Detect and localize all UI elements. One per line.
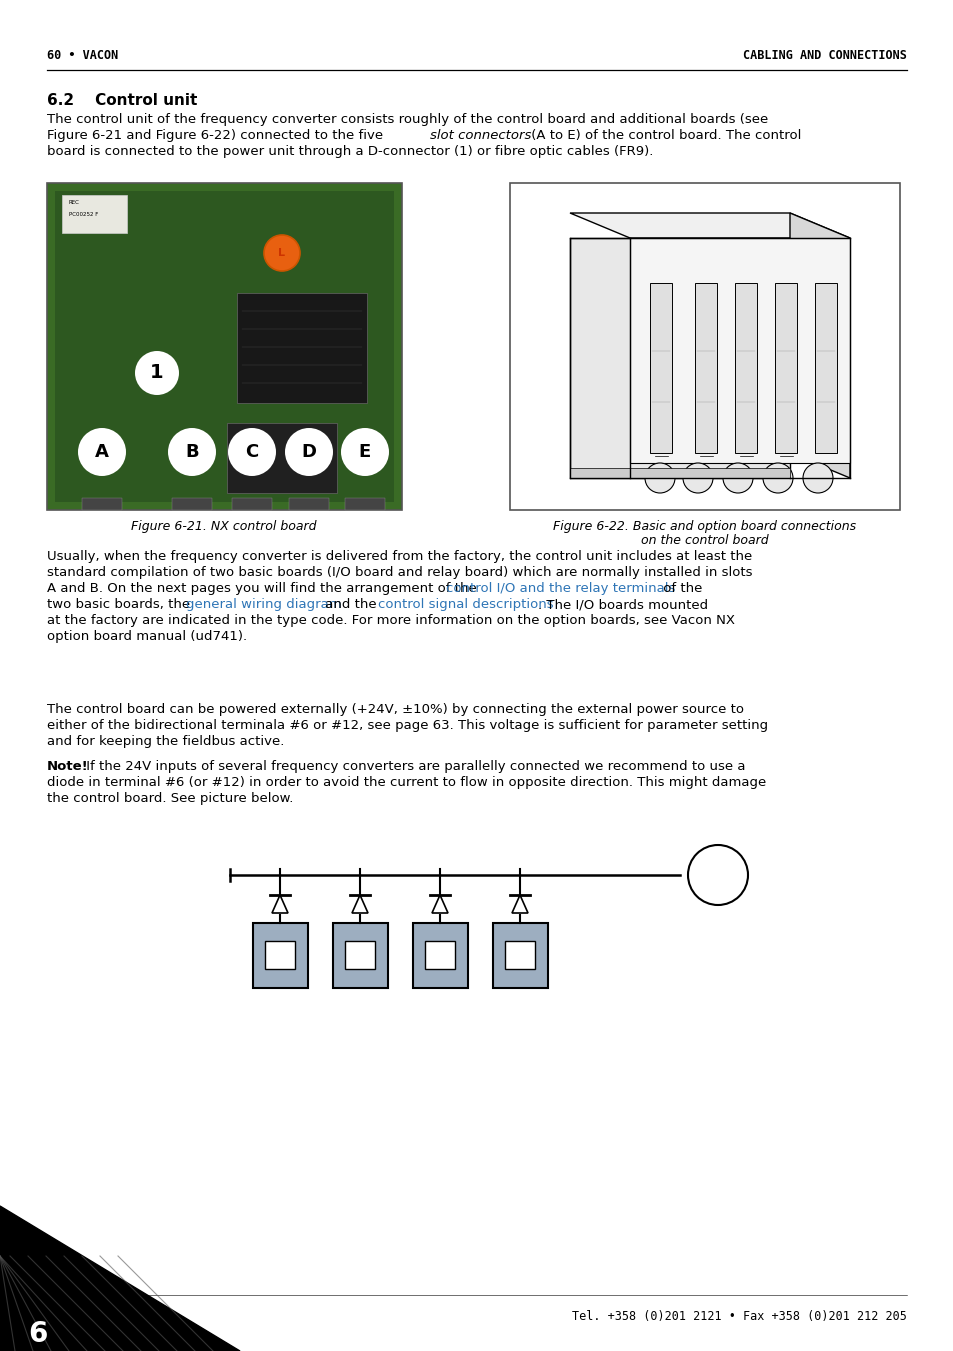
Bar [695, 282, 717, 453]
Text: and the: and the [320, 598, 380, 611]
Text: and for keeping the fieldbus active.: and for keeping the fieldbus active. [47, 735, 284, 748]
Bar [47, 182, 401, 509]
Circle shape [687, 844, 747, 905]
Text: . The I/O boards mounted: . The I/O boards mounted [537, 598, 707, 611]
Text: general wiring diagram: general wiring diagram [186, 598, 341, 611]
Bar [734, 282, 757, 453]
Bar [232, 499, 272, 509]
Text: Note!: Note! [47, 761, 89, 773]
Text: 6: 6 [28, 1320, 48, 1348]
Text: (A to E) of the control board. The control: (A to E) of the control board. The contr… [526, 128, 801, 142]
Text: 60 • VACON: 60 • VACON [47, 49, 118, 62]
Text: standard compilation of two basic boards (I/O board and relay board) which are n: standard compilation of two basic boards… [47, 566, 752, 580]
Text: option board manual (ud741).: option board manual (ud741). [47, 630, 247, 643]
Bar [236, 293, 367, 403]
Bar [345, 499, 385, 509]
Polygon shape [0, 1206, 240, 1351]
Text: L: L [278, 249, 285, 258]
Text: Tel. +358 (0)201 2121 • Fax +358 (0)201 212 205: Tel. +358 (0)201 2121 • Fax +358 (0)201 … [572, 1310, 906, 1323]
Polygon shape [569, 238, 789, 478]
Text: either of the bidirectional terminala #6 or #12, see page 63. This voltage is su: either of the bidirectional terminala #6… [47, 719, 767, 732]
Bar [504, 942, 535, 969]
Bar [62, 195, 127, 232]
Bar [82, 499, 122, 509]
Text: PC00252 F: PC00252 F [69, 212, 98, 218]
Bar [265, 942, 294, 969]
Bar [345, 942, 375, 969]
Circle shape [340, 428, 389, 476]
Text: Usually, when the frequency converter is delivered from the factory, the control: Usually, when the frequency converter is… [47, 550, 752, 563]
Text: diode in terminal #6 (or #12) in order to avoid the current to flow in opposite : diode in terminal #6 (or #12) in order t… [47, 775, 765, 789]
Text: The control board can be powered externally (+24V, ±10%) by connecting the exter: The control board can be powered externa… [47, 703, 743, 716]
Text: board is connected to the power unit through a D-connector (1) or fibre optic ca: board is connected to the power unit thr… [47, 145, 653, 158]
Text: the control board. See picture below.: the control board. See picture below. [47, 792, 294, 805]
Text: REC: REC [69, 200, 80, 205]
Bar [629, 238, 849, 463]
Text: at the factory are indicated in the type code. For more information on the optio: at the factory are indicated in the type… [47, 613, 734, 627]
Bar [55, 190, 394, 503]
Text: A: A [95, 443, 109, 461]
Polygon shape [569, 213, 849, 238]
Bar [227, 423, 336, 493]
Text: control I/O and the relay terminals: control I/O and the relay terminals [446, 582, 675, 594]
Circle shape [682, 463, 712, 493]
Text: Figure 6-21. NX control board: Figure 6-21. NX control board [132, 520, 316, 534]
Text: C: C [245, 443, 258, 461]
Circle shape [78, 428, 126, 476]
Text: Figure 6-21 and Figure 6-22) connected to the five: Figure 6-21 and Figure 6-22) connected t… [47, 128, 387, 142]
Bar [333, 923, 388, 988]
Text: two basic boards, the: two basic boards, the [47, 598, 194, 611]
Circle shape [228, 428, 275, 476]
Text: slot connectors: slot connectors [430, 128, 531, 142]
Text: CABLING AND CONNECTIONS: CABLING AND CONNECTIONS [742, 49, 906, 62]
Circle shape [135, 351, 179, 394]
Bar [814, 282, 836, 453]
Text: E: E [358, 443, 371, 461]
Polygon shape [789, 213, 849, 478]
Circle shape [285, 428, 333, 476]
Text: Figure 6-22. Basic and option board connections: Figure 6-22. Basic and option board conn… [553, 520, 856, 534]
Circle shape [644, 463, 675, 493]
Text: A and B. On the next pages you will find the arrangement of the: A and B. On the next pages you will find… [47, 582, 480, 594]
Text: The control unit of the frequency converter consists roughly of the control boar: The control unit of the frequency conver… [47, 113, 767, 126]
Circle shape [762, 463, 792, 493]
Bar [493, 923, 547, 988]
Text: of the: of the [659, 582, 701, 594]
Bar [253, 923, 308, 988]
Text: 6.2    Control unit: 6.2 Control unit [47, 93, 197, 108]
Circle shape [722, 463, 752, 493]
Bar [289, 499, 329, 509]
Text: 1: 1 [150, 363, 164, 382]
Bar [569, 467, 789, 478]
Text: control signal descriptions: control signal descriptions [377, 598, 553, 611]
Bar [649, 282, 671, 453]
Text: D: D [301, 443, 316, 461]
Polygon shape [432, 894, 448, 913]
Polygon shape [352, 894, 368, 913]
Circle shape [168, 428, 215, 476]
Bar [172, 499, 212, 509]
Text: on the control board: on the control board [640, 534, 768, 547]
Text: B: B [185, 443, 198, 461]
Polygon shape [272, 894, 288, 913]
Bar [510, 182, 899, 509]
Circle shape [264, 235, 299, 272]
Bar [413, 923, 468, 988]
Text: If the 24V inputs of several frequency converters are parallelly connected we re: If the 24V inputs of several frequency c… [82, 761, 744, 773]
Circle shape [802, 463, 832, 493]
Bar [774, 282, 796, 453]
Bar [424, 942, 455, 969]
Polygon shape [512, 894, 527, 913]
